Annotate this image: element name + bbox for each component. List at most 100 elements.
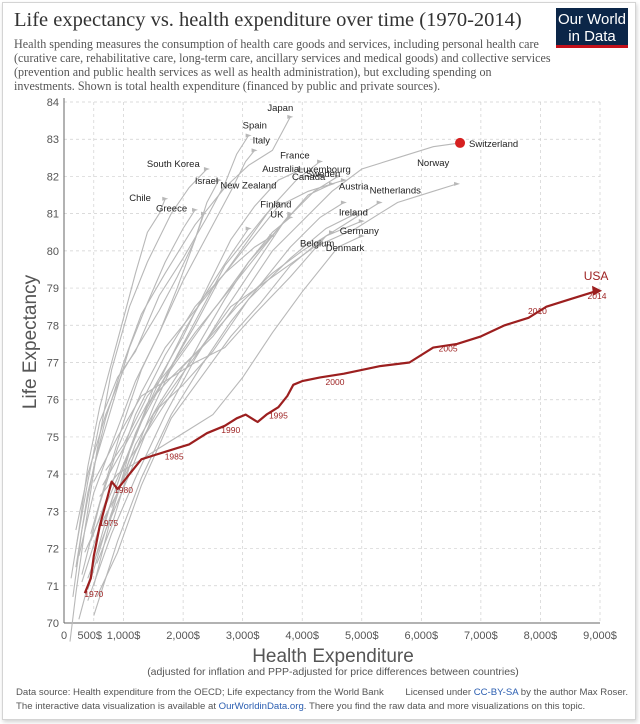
x-tick-label: 5,000$ bbox=[345, 630, 379, 642]
series-line bbox=[72, 209, 196, 597]
x-tick-label: 9,000$ bbox=[583, 630, 617, 642]
series-line bbox=[69, 168, 208, 642]
logo-line-1: Our World bbox=[557, 11, 627, 28]
series-arrowhead bbox=[245, 133, 252, 138]
usa-year-label: 2000 bbox=[326, 377, 345, 387]
series-label: Sweden bbox=[306, 169, 340, 180]
series-line bbox=[90, 161, 321, 542]
license-text: Licensed under CC-BY-SA by the author Ma… bbox=[405, 686, 628, 700]
series-line bbox=[102, 202, 380, 486]
series-label: Chile bbox=[129, 193, 151, 204]
series-line bbox=[81, 213, 357, 583]
series-label: UK bbox=[270, 210, 284, 221]
y-tick-label: 81 bbox=[47, 209, 59, 221]
x-tick-label: 3,000$ bbox=[226, 630, 260, 642]
y-tick-label: 79 bbox=[47, 283, 59, 295]
series-arrowhead bbox=[454, 181, 461, 186]
chart-title: Life expectancy vs. health expenditure o… bbox=[14, 9, 522, 31]
x-axis-note: (adjusted for inflation and PPP-adjusted… bbox=[147, 666, 519, 678]
series-arrowhead bbox=[245, 226, 252, 231]
line-chart: 70 71 72 73 74 75 76 77 78 79 80 81 82 83 84 0 500$ 1,000… bbox=[20, 97, 617, 678]
series-label: Luxembourg bbox=[298, 164, 351, 175]
usa-year-label: 2010 bbox=[528, 306, 547, 316]
y-tick-label: 73 bbox=[47, 506, 59, 518]
chart-subtitle: Health spending measures the consumption… bbox=[14, 37, 551, 94]
series-arrowhead bbox=[352, 211, 359, 216]
series-label: South Korea bbox=[147, 159, 201, 170]
y-tick-label: 80 bbox=[47, 246, 59, 258]
footer-line-2: The interactive data visualization is av… bbox=[16, 700, 628, 714]
y-tick-label: 77 bbox=[47, 358, 59, 370]
series-label: Italy bbox=[253, 135, 271, 146]
series-arrowhead bbox=[376, 200, 383, 205]
y-tick-label: 83 bbox=[47, 134, 59, 146]
series-line bbox=[87, 216, 291, 590]
series-label: Finland bbox=[260, 199, 291, 210]
y-tick-label: 78 bbox=[47, 320, 59, 332]
owid-logo[interactable]: Our World in Data bbox=[556, 8, 628, 48]
series-line bbox=[81, 235, 273, 575]
y-tick-label: 70 bbox=[47, 618, 59, 630]
series-arrowhead bbox=[287, 211, 294, 216]
series-line bbox=[84, 213, 291, 553]
series-label: Germany bbox=[340, 226, 379, 237]
series-arrowhead bbox=[334, 174, 341, 179]
series-line bbox=[99, 235, 363, 497]
license-link[interactable]: CC-BY-SA bbox=[473, 687, 519, 698]
usa-year-label: 2005 bbox=[439, 343, 458, 353]
series-label: Switzerland bbox=[469, 139, 518, 150]
series-line bbox=[78, 150, 256, 557]
series-line bbox=[96, 202, 279, 564]
y-tick-label: 71 bbox=[47, 581, 59, 593]
switzerland-marker bbox=[455, 137, 466, 148]
owid-link[interactable]: OurWorldinData.org bbox=[218, 700, 304, 712]
logo-line-2: in Data bbox=[568, 28, 616, 45]
series-label: Israel bbox=[195, 176, 218, 187]
series-label: Spain bbox=[243, 120, 267, 131]
x-tick-label: 1,000$ bbox=[107, 630, 141, 642]
series-arrowhead bbox=[200, 211, 207, 216]
x-tick-label: 0 bbox=[61, 630, 67, 642]
series-label: Norway bbox=[417, 158, 449, 169]
series-line bbox=[87, 231, 333, 579]
series-line bbox=[93, 202, 345, 616]
series-arrowhead bbox=[287, 215, 294, 220]
series-label: Greece bbox=[156, 204, 187, 215]
series-line bbox=[96, 220, 363, 598]
series-arrowhead bbox=[162, 196, 169, 201]
y-tick-label: 76 bbox=[47, 395, 59, 407]
footer-line-2-suffix: . There you find the raw data and more v… bbox=[303, 700, 586, 712]
usa-year-label: 1985 bbox=[165, 451, 184, 461]
x-tick-label: 7,000$ bbox=[464, 630, 498, 642]
series-label: New Zealand bbox=[220, 180, 276, 191]
license-suffix: by the author Max Roser. bbox=[518, 687, 628, 698]
usa-series-label: USA bbox=[584, 269, 609, 283]
y-axis-title: Life Expectancy bbox=[20, 274, 41, 409]
usa-arrowhead bbox=[592, 285, 603, 296]
series-label: Japan bbox=[267, 103, 293, 114]
series-label: Ireland bbox=[339, 208, 368, 219]
usa-series-line bbox=[83, 290, 595, 594]
series-arrowhead bbox=[287, 114, 294, 119]
x-tick-label: 500$ bbox=[78, 630, 102, 642]
series-arrowhead bbox=[340, 178, 347, 183]
series-arrowhead bbox=[215, 178, 222, 183]
x-tick-label: 4,000$ bbox=[285, 630, 319, 642]
series-arrowhead bbox=[299, 166, 306, 171]
series-line bbox=[75, 213, 205, 531]
series-arrowhead bbox=[340, 200, 347, 205]
series-arrowhead bbox=[192, 207, 199, 212]
series-arrowhead bbox=[269, 233, 276, 238]
series-arrowhead bbox=[275, 200, 282, 205]
y-tick-label: 74 bbox=[47, 469, 59, 481]
usa-year-label: 2014 bbox=[588, 291, 607, 301]
license-prefix: Licensed under bbox=[405, 687, 474, 698]
y-tick-label: 84 bbox=[47, 97, 59, 109]
footer-line-1: Data source: Health expenditure from the… bbox=[16, 686, 628, 700]
series-label: Denmark bbox=[326, 243, 365, 254]
series-label: Austria bbox=[339, 181, 369, 192]
series-arrowhead bbox=[251, 148, 258, 153]
x-axis-title: Health Expenditure bbox=[252, 646, 414, 667]
